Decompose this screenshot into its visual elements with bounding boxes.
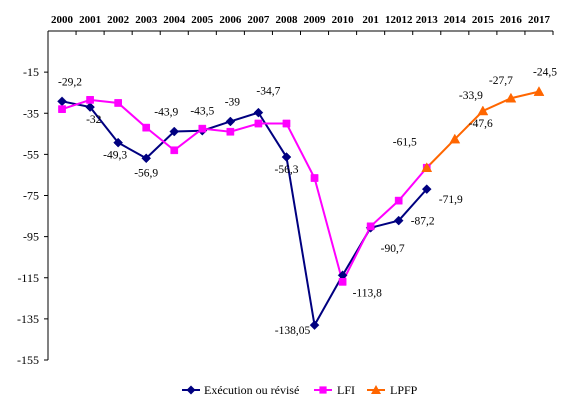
x-tick-label: 2015 <box>472 14 495 26</box>
x-tick-label: 2013 <box>416 14 439 26</box>
data-label: -27,7 <box>489 75 513 87</box>
legend-item-execution: Exécution ou révisé <box>182 383 299 397</box>
y-tick-label: -115 <box>17 271 39 285</box>
y-tick-label: -95 <box>23 230 39 244</box>
data-label: -34,7 <box>256 86 280 98</box>
data-label: -61,5 <box>393 137 417 149</box>
x-tick-label: 2014 <box>444 14 467 26</box>
data-label: -32 <box>86 114 102 126</box>
y-tick-label: -155 <box>17 353 39 367</box>
data-point-marker <box>310 174 319 182</box>
x-tick-label: 2000 <box>51 14 74 26</box>
x-tick-label: 2004 <box>163 14 186 26</box>
series-markers <box>57 86 545 331</box>
data-point-marker <box>169 126 180 137</box>
data-point-marker <box>366 222 375 231</box>
legend-marker-execution <box>186 385 196 395</box>
data-point-marker <box>309 320 320 331</box>
legend-label-execution: Exécution ou révisé <box>204 383 299 397</box>
legend-item-lfi: LFI <box>314 383 355 397</box>
legend-label-lfi: LFI <box>337 383 355 397</box>
legend-marker-lfi <box>319 386 327 394</box>
series-line-1 <box>61 98 428 285</box>
y-tick-label: -55 <box>23 147 39 161</box>
data-point-marker <box>114 99 122 107</box>
y-tick-label: -135 <box>17 312 39 326</box>
series-lines <box>61 90 540 329</box>
data-label: -47,6 <box>469 118 493 130</box>
data-point-marker <box>449 133 461 144</box>
y-tick-label: -15 <box>23 65 39 79</box>
data-label: -29,2 <box>58 76 82 88</box>
data-point-marker <box>142 123 151 132</box>
data-point-marker <box>282 119 291 128</box>
data-label: -56,9 <box>134 167 158 179</box>
data-point-marker <box>86 96 94 104</box>
x-tick-label: 2005 <box>191 14 214 26</box>
data-point-marker <box>421 162 433 172</box>
data-point-marker <box>477 105 489 116</box>
x-tick-label: 2010 <box>332 14 355 26</box>
data-point-marker <box>394 196 403 205</box>
x-tick-label: 12012 <box>385 14 413 26</box>
data-point-marker <box>170 146 179 155</box>
y-tick-label: -75 <box>23 189 39 203</box>
data-point-marker <box>253 107 264 118</box>
data-point-marker <box>254 119 263 128</box>
data-point-marker <box>505 92 517 103</box>
legend: Exécution ou révisé LFI LPFP <box>182 383 418 397</box>
y-tick-label: -35 <box>23 106 39 120</box>
data-point-marker <box>198 124 207 133</box>
data-point-marker <box>58 105 66 113</box>
data-labels: -29,2 -32 -49,3 -56,9 -43,9 -43,5 -39 -34,7 -56,… <box>58 67 557 337</box>
x-tick-label: 2002 <box>107 14 130 26</box>
data-label: -87,2 <box>411 216 435 228</box>
legend-label-lpfp: LPFP <box>390 383 418 397</box>
axes <box>44 30 554 361</box>
x-tick-label: 2016 <box>500 14 523 26</box>
data-label: -90,7 <box>381 243 405 255</box>
data-point-marker <box>338 278 347 286</box>
x-tick-labels: 2000 2001 2002 2003 2004 2005 2006 2007 2008 2009… <box>51 14 550 26</box>
data-label: -43,9 <box>154 107 178 119</box>
data-label: -49,3 <box>103 150 127 162</box>
x-tick-label: 2003 <box>135 14 158 26</box>
data-point-marker <box>533 86 545 96</box>
x-tick-label: 201 <box>362 14 379 26</box>
x-tick-label: 2006 <box>219 14 242 26</box>
data-label: -138,05 <box>275 325 311 337</box>
data-label: -43,5 <box>190 106 214 118</box>
data-point-marker <box>393 215 404 226</box>
data-point-marker <box>57 96 67 107</box>
data-label: -24,5 <box>533 67 557 79</box>
data-label: -56,3 <box>274 164 298 176</box>
data-point-marker <box>141 153 152 164</box>
data-point-marker <box>421 184 432 194</box>
data-label: -33,9 <box>459 90 483 102</box>
data-point-marker <box>281 152 292 162</box>
x-tick-label: 2007 <box>247 14 270 26</box>
legend-item-lpfp: LPFP <box>367 383 418 397</box>
data-point-marker <box>85 102 95 112</box>
data-label: -39 <box>225 96 241 108</box>
data-point-marker <box>225 116 236 127</box>
x-tick-label: 2017 <box>528 14 551 26</box>
data-point-marker <box>113 137 123 148</box>
x-tick-label: 2009 <box>304 14 327 26</box>
data-label: -113,8 <box>353 287 383 299</box>
data-label: -71,9 <box>439 194 463 206</box>
data-point-marker <box>226 127 235 136</box>
x-tick-label: 2001 <box>79 14 101 26</box>
y-tick-labels: -15 -35 -55 -75 -95 -115 -135 -155 <box>17 65 39 367</box>
legend-marker-lpfp <box>371 385 381 394</box>
x-tick-label: 2008 <box>275 14 298 26</box>
